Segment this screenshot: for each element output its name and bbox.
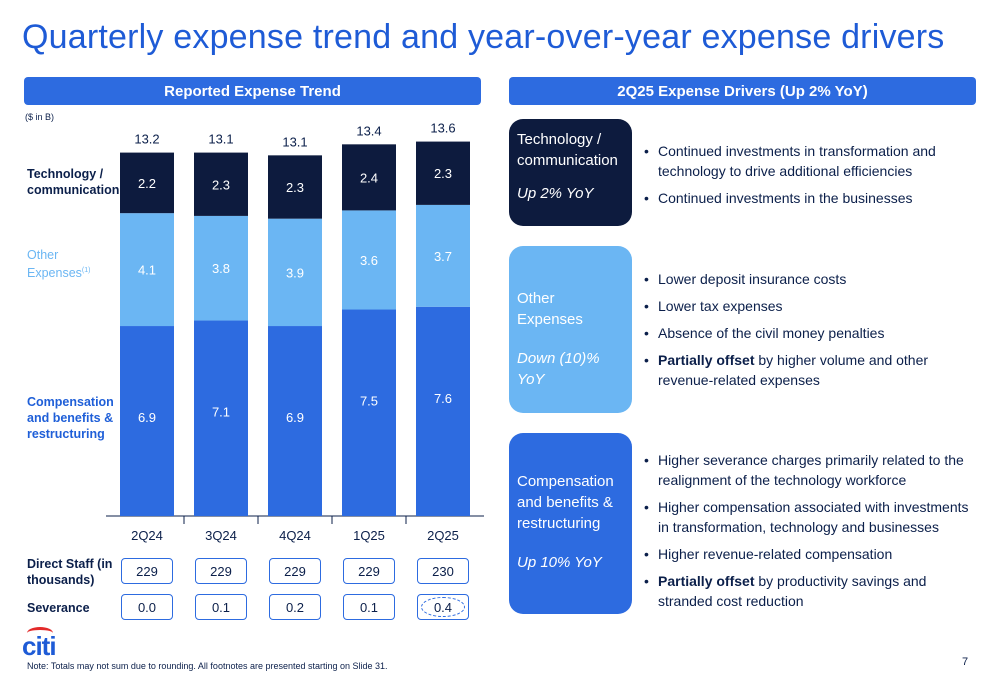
page-number: 7 (962, 656, 969, 668)
bar-segment (268, 155, 322, 219)
legend-technology: Technology / communication (27, 167, 120, 197)
bullet-item: Lower deposit insurance costs (644, 269, 979, 289)
legend-other-expenses: Other Expenses(1) (27, 248, 91, 281)
data-label: 4.1 (138, 263, 156, 278)
category-label: 2Q24 (131, 528, 163, 543)
category-label: 1Q25 (353, 528, 385, 543)
footnote: Note: Totals may not sum due to rounding… (27, 661, 388, 671)
driver-technology-title: Technology / communication (517, 131, 618, 169)
severance-value: 0.4 (417, 594, 469, 620)
data-label: 7.5 (360, 394, 378, 409)
data-label: 2.2 (138, 176, 156, 191)
citi-logo: citi (22, 627, 57, 662)
bar-segment (194, 152, 248, 216)
category-label: 2Q25 (427, 528, 459, 543)
data-label: 3.7 (434, 249, 452, 264)
driver-other-change: Down (10)% YoY (517, 350, 600, 388)
driver-compensation: Compensation and benefits & restructurin… (509, 433, 632, 614)
bullet-item: Continued investments in the businesses (644, 188, 979, 208)
data-label: 2.3 (286, 180, 304, 195)
logo-arc-icon (27, 627, 53, 639)
bullet-item: Absence of the civil money penalties (644, 323, 979, 343)
category-label: 3Q24 (205, 528, 237, 543)
data-label: 2.3 (212, 177, 230, 192)
technology-bullets: Continued investments in transformation … (644, 141, 979, 215)
bullet-item: Higher compensation associated with inve… (644, 497, 979, 537)
total-label: 13.2 (134, 132, 159, 147)
expense-drivers-header: 2Q25 Expense Drivers (Up 2% YoY) (509, 77, 976, 105)
severance-value: 0.1 (343, 594, 395, 620)
bar-segment (268, 218, 322, 327)
severance-value: 0.1 (195, 594, 247, 620)
severance-value: 0.0 (121, 594, 173, 620)
bullet-item: Higher severance charges primarily relat… (644, 450, 979, 490)
severance-value: 0.2 (269, 594, 321, 620)
data-label: 7.1 (212, 405, 230, 420)
unit-note: ($ in B) (25, 112, 55, 122)
bar-segment (268, 326, 322, 516)
page-title: Quarterly expense trend and year-over-ye… (22, 18, 945, 56)
driver-technology: Technology / communication Up 2% YoY (509, 119, 632, 226)
driver-compensation-title: Compensation and benefits & restructurin… (517, 473, 614, 532)
direct-staff-label: Direct Staff (in thousands) (27, 557, 113, 587)
total-label: 13.1 (282, 134, 307, 149)
bar-segment (120, 213, 174, 327)
direct-staff-value: 229 (195, 558, 247, 584)
total-label: 13.6 (430, 121, 455, 136)
bullet-item: Lower tax expenses (644, 296, 979, 316)
data-label: 7.6 (434, 391, 452, 406)
compensation-bullets: Higher severance charges primarily relat… (644, 450, 979, 618)
bullet-item: Continued investments in transformation … (644, 141, 979, 181)
data-label: 6.9 (286, 410, 304, 425)
direct-staff-value: 229 (269, 558, 321, 584)
highlight-ring (421, 597, 465, 617)
driver-other-title: Other Expenses (517, 290, 583, 328)
data-label: 2.4 (360, 170, 378, 185)
bar-segment (416, 204, 470, 307)
bar-segment (194, 320, 248, 516)
data-label: 6.9 (138, 410, 156, 425)
bar-segment (342, 144, 396, 211)
direct-staff-value: 229 (121, 558, 173, 584)
bullet-item: Higher revenue-related compensation (644, 544, 979, 564)
other-expenses-bullets: Lower deposit insurance costs Lower tax … (644, 269, 979, 397)
bullet-item: Partially offset by higher volume and ot… (644, 350, 979, 390)
legend-compensation: Compensation and benefits & restructurin… (27, 395, 114, 441)
bar-segment (342, 309, 396, 516)
expense-trend-chart: 6.9 4.1 2.2 13.2 2Q24 7.1 3.8 2.3 13.1 3Q24 6.9 3.9… (106, 121, 484, 543)
bar-segment (194, 215, 248, 321)
data-label: 3.6 (360, 253, 378, 268)
driver-other-expenses: Other Expenses Down (10)% YoY (509, 246, 632, 413)
bullet-item: Partially offset by productivity savings… (644, 571, 979, 611)
direct-staff-value: 230 (417, 558, 469, 584)
total-label: 13.4 (356, 123, 381, 138)
severance-label: Severance (27, 601, 90, 615)
bar-segment (120, 326, 174, 516)
bar-segment (416, 141, 470, 205)
reported-expense-trend-header: Reported Expense Trend (24, 77, 481, 105)
driver-compensation-change: Up 10% YoY (517, 554, 602, 571)
category-label: 4Q24 (279, 528, 311, 543)
total-label: 13.1 (208, 132, 233, 147)
bar-segment (416, 306, 470, 516)
driver-technology-change: Up 2% YoY (517, 185, 594, 202)
data-label: 3.9 (286, 265, 304, 280)
direct-staff-value: 229 (343, 558, 395, 584)
bar-segment (120, 152, 174, 214)
data-label: 2.3 (434, 166, 452, 181)
bar-segment (342, 210, 396, 310)
data-label: 3.8 (212, 261, 230, 276)
